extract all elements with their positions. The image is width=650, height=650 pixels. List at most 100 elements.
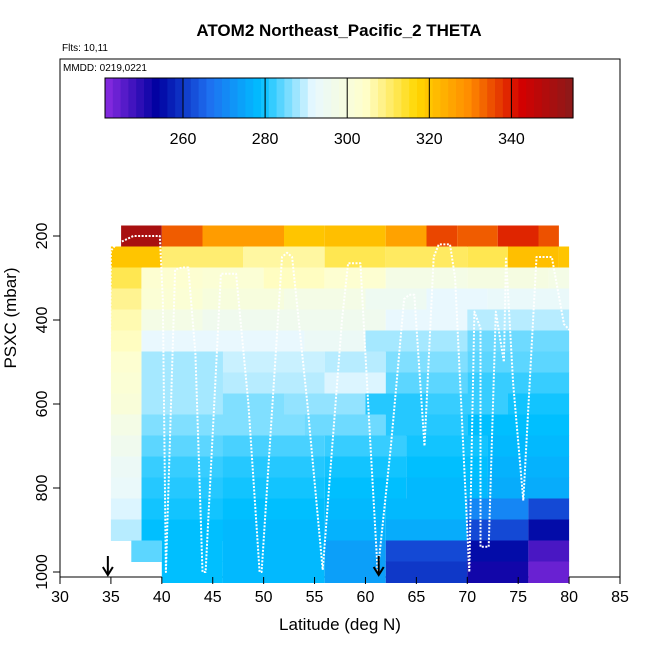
y-tick-label: 1000 xyxy=(34,554,51,590)
heatmap-cell xyxy=(426,225,457,247)
colorbar-cell xyxy=(112,78,122,118)
heatmap-cell xyxy=(385,561,468,583)
colorbar-cell xyxy=(385,78,395,118)
heatmap-cell xyxy=(110,414,142,436)
flights-label: Flts: 10,11 xyxy=(62,43,108,54)
colorbar-cell xyxy=(284,78,293,118)
colorbar-cell xyxy=(128,78,137,118)
heatmap-cell xyxy=(110,330,142,352)
heatmap-cell xyxy=(406,477,488,499)
colorbar-cell xyxy=(479,78,488,118)
x-tick-label: 55 xyxy=(306,589,324,606)
heatmap-cell xyxy=(121,225,162,247)
heatmap-cell xyxy=(141,519,223,541)
colorbar-cell xyxy=(159,78,168,118)
y-axis-title: PSXC (mbar) xyxy=(1,267,20,368)
heatmap-cell xyxy=(110,309,142,331)
heatmap-cell xyxy=(528,561,570,583)
colorbar-cell xyxy=(565,78,574,118)
heatmap-cell xyxy=(324,351,386,373)
heatmap-cell xyxy=(324,267,386,289)
colorbar-cell xyxy=(198,78,207,118)
colorbar-cell xyxy=(120,78,129,118)
heatmap-cell xyxy=(487,288,570,310)
heatmap-cell xyxy=(385,372,468,394)
heatmap-cell xyxy=(487,435,570,457)
heatmap-cell xyxy=(467,246,508,268)
y-tick-label: 800 xyxy=(34,475,51,502)
heatmap-cell xyxy=(222,477,325,499)
heatmap-cell xyxy=(385,351,468,373)
colorbar-cell xyxy=(323,78,332,118)
heatmap-cell xyxy=(161,225,203,247)
colorbar-cell xyxy=(370,78,379,118)
heatmap-cell xyxy=(131,540,162,562)
heatmap-cell xyxy=(426,288,488,310)
latitude-arrows xyxy=(102,556,385,577)
colorbar-cell xyxy=(409,78,418,118)
colorbar-cell xyxy=(339,78,348,118)
colorbar-cell xyxy=(136,78,145,118)
flight-track xyxy=(106,235,573,573)
x-tick-label: 45 xyxy=(204,589,222,606)
heatmap-cell xyxy=(161,540,223,562)
heatmap-cell xyxy=(141,477,223,499)
x-axis-title: Latitude (deg N) xyxy=(279,615,401,634)
colorbar-cell xyxy=(237,78,246,118)
arrow-head xyxy=(372,566,385,577)
colorbar-cell xyxy=(417,78,426,118)
heatmap-cell xyxy=(467,540,529,562)
colorbar-cell xyxy=(456,78,465,118)
heatmap-cell xyxy=(324,372,386,394)
colorbar-cell xyxy=(315,78,324,118)
heatmap-cell xyxy=(284,393,366,415)
heatmap-cell xyxy=(385,225,427,247)
heatmap-cell xyxy=(141,414,223,436)
heatmap-cell xyxy=(324,540,386,562)
colorbar-cell xyxy=(346,78,356,118)
x-tick-label: 70 xyxy=(458,589,476,606)
heatmap-cell xyxy=(202,309,284,331)
heatmap-cell xyxy=(141,498,223,520)
colorbar-cell xyxy=(362,78,371,118)
x-tick-label: 65 xyxy=(407,589,425,606)
colorbar-cell xyxy=(393,78,402,118)
heatmap-cell xyxy=(385,498,468,520)
heatmap-cell xyxy=(324,225,386,247)
colorbar-cell xyxy=(557,78,566,118)
heatmap-cell xyxy=(528,540,570,562)
heatmap-cell xyxy=(222,330,305,352)
heatmap-cell xyxy=(558,246,570,268)
x-tick-label: 85 xyxy=(611,589,629,606)
colorbar-cell xyxy=(354,78,363,118)
y-axis: 200 400 600 800 1000 xyxy=(34,223,60,590)
colorbar-cell xyxy=(151,78,161,118)
x-tick-label: 40 xyxy=(153,589,171,606)
heatmap-cell xyxy=(222,393,284,415)
y-tick-label: 200 xyxy=(34,223,51,250)
heatmap-cell xyxy=(110,477,142,499)
heatmap-cell xyxy=(222,414,305,436)
y-tick-label: 400 xyxy=(34,307,51,334)
heatmap-cell xyxy=(426,393,508,415)
colorbar-tick-label: 300 xyxy=(334,131,361,148)
heatmap-cell xyxy=(467,498,529,520)
heatmap-cell xyxy=(487,477,570,499)
heatmap-cell xyxy=(467,519,529,541)
heatmap-cell xyxy=(467,561,529,583)
colorbar-cell xyxy=(190,78,200,118)
heatmap-cell xyxy=(110,519,142,541)
heatmap-cell xyxy=(110,498,142,520)
heatmap-cell xyxy=(385,246,468,268)
heatmap-cell xyxy=(222,561,325,583)
heatmap-cell xyxy=(222,456,325,478)
colorbar-cell xyxy=(206,78,215,118)
colorbar-cell xyxy=(534,78,543,118)
heatmap-cell xyxy=(467,372,570,394)
colorbar-tick-label: 260 xyxy=(170,131,197,148)
heatmap-cell xyxy=(508,246,559,268)
heatmap-cell xyxy=(222,519,325,541)
colorbar-cell xyxy=(253,78,262,118)
heatmap-cell xyxy=(467,351,570,373)
heatmap-cell xyxy=(222,540,325,562)
